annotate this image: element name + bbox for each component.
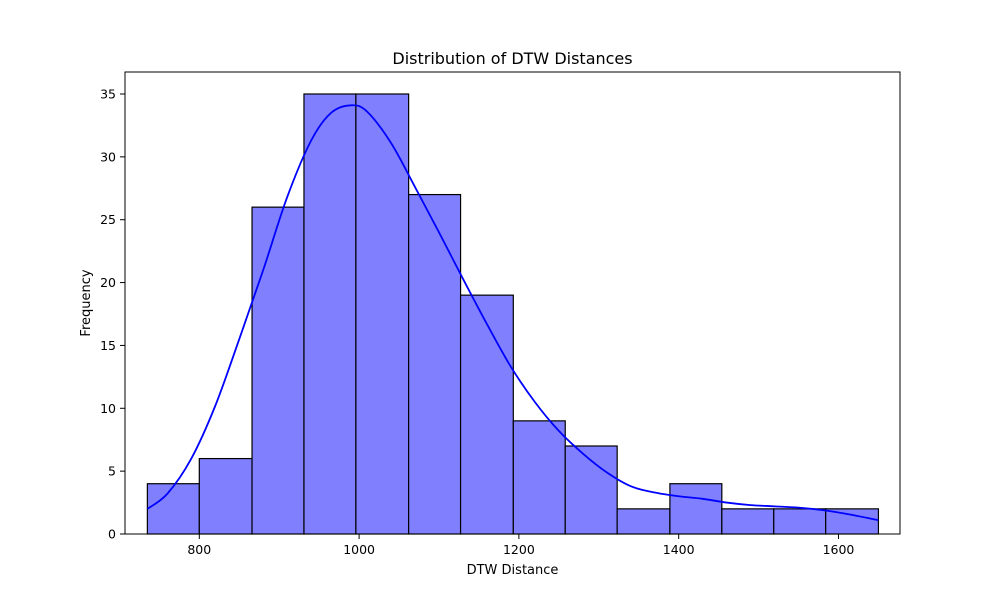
y-tick-label: 20	[100, 275, 116, 290]
kde-curve	[146, 104, 879, 522]
chart-title: Distribution of DTW Distances	[392, 49, 632, 68]
x-tick-label: 1400	[663, 542, 695, 557]
histogram-bar-5	[408, 193, 462, 535]
y-tick-label: 35	[100, 87, 116, 102]
y-axis-label: Frequency	[79, 269, 94, 336]
x-tick-label: 1200	[503, 542, 535, 557]
y-tick-label: 25	[100, 212, 116, 227]
histogram-bar-6	[459, 294, 514, 535]
y-tick-label: 15	[100, 338, 116, 353]
histogram-bar-10	[669, 483, 723, 535]
x-tick-label: 800	[187, 542, 211, 557]
histogram-bar-8	[564, 445, 618, 535]
x-tick-label: 1000	[343, 542, 375, 557]
y-tick-label: 30	[100, 149, 116, 164]
histogram-bar-4	[355, 93, 410, 535]
histogram-bar-7	[512, 420, 566, 535]
histogram-bar-3	[303, 93, 357, 535]
histogram-bar-11	[721, 508, 775, 535]
histogram-bar-1	[198, 457, 253, 535]
y-axis-ticks: 0 5 10 15 20 25 30 35	[100, 87, 125, 542]
histogram-bar-13	[825, 508, 880, 535]
y-tick-label: 5	[108, 464, 116, 479]
x-axis-label: DTW Distance	[467, 563, 559, 578]
x-axis-ticks: 800 1000 1200 1400 1600	[187, 534, 854, 557]
plot-frame	[124, 71, 901, 535]
histogram-bar-2	[251, 206, 305, 535]
histogram-bar-12	[773, 508, 827, 535]
x-tick-label: 1600	[823, 542, 855, 557]
histogram-bars	[146, 93, 880, 535]
histogram-bar-9	[616, 508, 671, 535]
histogram-bar-0	[146, 483, 200, 535]
y-tick-label: 0	[108, 527, 116, 542]
y-tick-label: 10	[100, 401, 116, 416]
